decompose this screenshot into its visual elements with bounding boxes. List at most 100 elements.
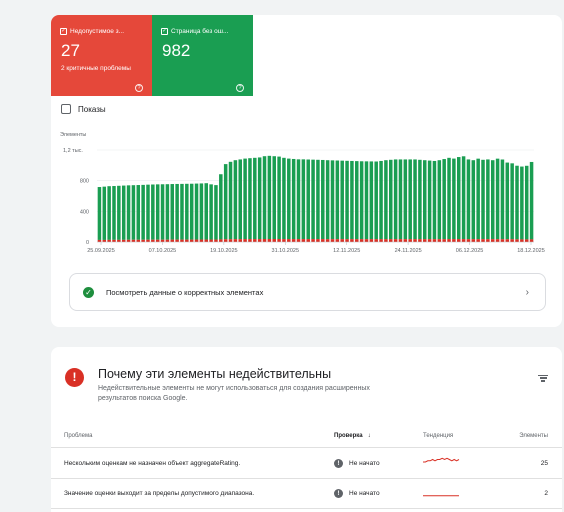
bar-invalid: [379, 239, 383, 242]
bar-valid: [253, 157, 257, 240]
checkbox-unchecked-icon[interactable]: [61, 104, 71, 114]
bar-valid: [476, 158, 480, 240]
valid-tile-header[interactable]: ✓ Страница без ош...: [161, 28, 228, 35]
bar-invalid: [175, 239, 179, 242]
status-cell: ! Не начато: [334, 459, 380, 468]
item-count: 2: [544, 490, 548, 497]
invalid-count: 27: [61, 41, 80, 60]
bar-valid: [219, 174, 223, 240]
check-circle-icon: ✓: [83, 286, 94, 298]
bar-invalid: [350, 239, 354, 242]
bar-valid: [398, 159, 403, 240]
help-icon[interactable]: ?: [236, 84, 244, 92]
invalid-note: 2 критичные проблемы: [61, 65, 131, 72]
bar-valid: [107, 186, 111, 240]
issues-card: ! Почему эти элементы недействительны Не…: [51, 347, 562, 512]
bar-invalid: [476, 239, 480, 242]
arrow-down-icon[interactable]: ↓: [367, 433, 371, 439]
bar-invalid: [437, 239, 442, 242]
bar-invalid: [340, 239, 344, 242]
bar-valid: [233, 160, 238, 240]
bar-invalid: [369, 239, 374, 242]
bar-valid: [393, 159, 398, 240]
bar-valid: [369, 161, 374, 240]
bar-invalid: [233, 239, 238, 242]
bar-valid: [389, 159, 393, 240]
bar-invalid: [398, 239, 403, 242]
col-header-count[interactable]: Элементы: [519, 433, 548, 439]
views-toggle[interactable]: Показы: [61, 104, 106, 114]
item-count: 25: [540, 460, 548, 467]
bar-valid: [452, 158, 456, 240]
info-alert-icon: !: [334, 459, 343, 468]
bar-invalid: [209, 239, 213, 242]
bar-valid: [97, 187, 102, 240]
bar-invalid: [359, 239, 364, 242]
bar-valid: [257, 157, 262, 240]
help-icon[interactable]: ?: [135, 84, 143, 92]
bar-valid: [214, 185, 218, 240]
bar-invalid: [505, 239, 510, 242]
bar-valid: [316, 159, 320, 240]
bar-invalid: [262, 239, 267, 242]
bar-valid: [500, 159, 505, 240]
bar-invalid: [311, 239, 315, 242]
bar-invalid: [155, 239, 160, 242]
bar-valid: [403, 159, 408, 240]
bar-valid: [277, 156, 281, 240]
x-tick-label: 24.11.2025: [395, 248, 422, 254]
valid-tile-label: Страница без ош...: [171, 28, 229, 35]
bar-invalid: [481, 239, 485, 242]
bar-invalid: [461, 239, 466, 242]
bar-valid: [510, 163, 514, 240]
invalid-tile[interactable]: ✓ Недопустимое з... 27 2 критичные пробл…: [51, 15, 152, 96]
bar-valid: [180, 183, 184, 240]
table-row[interactable]: Значение оценки выходит за пределы допус…: [51, 479, 562, 508]
col-header-trend[interactable]: Тенденция: [423, 433, 454, 439]
bar-valid: [248, 158, 252, 240]
bar-invalid: [282, 239, 286, 242]
bar-valid: [282, 157, 286, 240]
bar-invalid: [257, 239, 262, 242]
bar-invalid: [194, 239, 199, 242]
bar-valid: [466, 159, 471, 240]
bar-valid: [189, 183, 194, 240]
bar-invalid: [97, 239, 102, 242]
bar-valid: [296, 159, 301, 240]
info-alert-icon: !: [334, 489, 343, 498]
bar-valid: [126, 185, 131, 240]
bar-invalid: [393, 239, 398, 242]
filter-icon[interactable]: [538, 373, 548, 382]
table-row[interactable]: Нескольким оценкам не назначен объект ag…: [51, 449, 562, 478]
bar-invalid: [238, 239, 242, 242]
bar-invalid: [321, 239, 325, 242]
bar-valid: [311, 159, 315, 240]
bar-invalid: [223, 239, 228, 242]
view-valid-items-link[interactable]: ✓ Посмотреть данные о корректных элемент…: [69, 273, 546, 311]
bar-invalid: [277, 239, 281, 242]
bar-invalid: [248, 239, 252, 242]
y-tick-label: 400: [80, 209, 89, 215]
bar-valid: [151, 184, 155, 240]
bar-invalid: [330, 239, 335, 242]
bar-invalid: [228, 239, 233, 242]
bar-invalid: [296, 239, 301, 242]
bar-invalid: [253, 239, 257, 242]
bar-invalid: [495, 239, 500, 242]
problem-text: Нескольким оценкам не назначен объект ag…: [64, 460, 241, 467]
invalid-tile-header[interactable]: ✓ Недопустимое з...: [60, 28, 124, 35]
valid-tile[interactable]: ✓ Страница без ош... 982 ?: [152, 15, 253, 96]
bar-valid: [185, 183, 189, 240]
col-header-status[interactable]: Проверка ↓: [334, 433, 371, 439]
checkbox-checked-icon[interactable]: ✓: [60, 28, 67, 35]
bar-invalid: [214, 239, 218, 242]
x-tick-label: 06.12.2025: [456, 248, 484, 254]
bar-valid: [209, 184, 213, 240]
y-tick-label: 0: [86, 240, 89, 246]
checkbox-checked-icon[interactable]: ✓: [161, 28, 168, 35]
bar-valid: [301, 159, 306, 240]
bar-valid: [306, 159, 310, 240]
col-header-problem[interactable]: Проблема: [64, 433, 93, 439]
valid-count: 982: [162, 41, 191, 60]
bar-invalid: [151, 239, 155, 242]
